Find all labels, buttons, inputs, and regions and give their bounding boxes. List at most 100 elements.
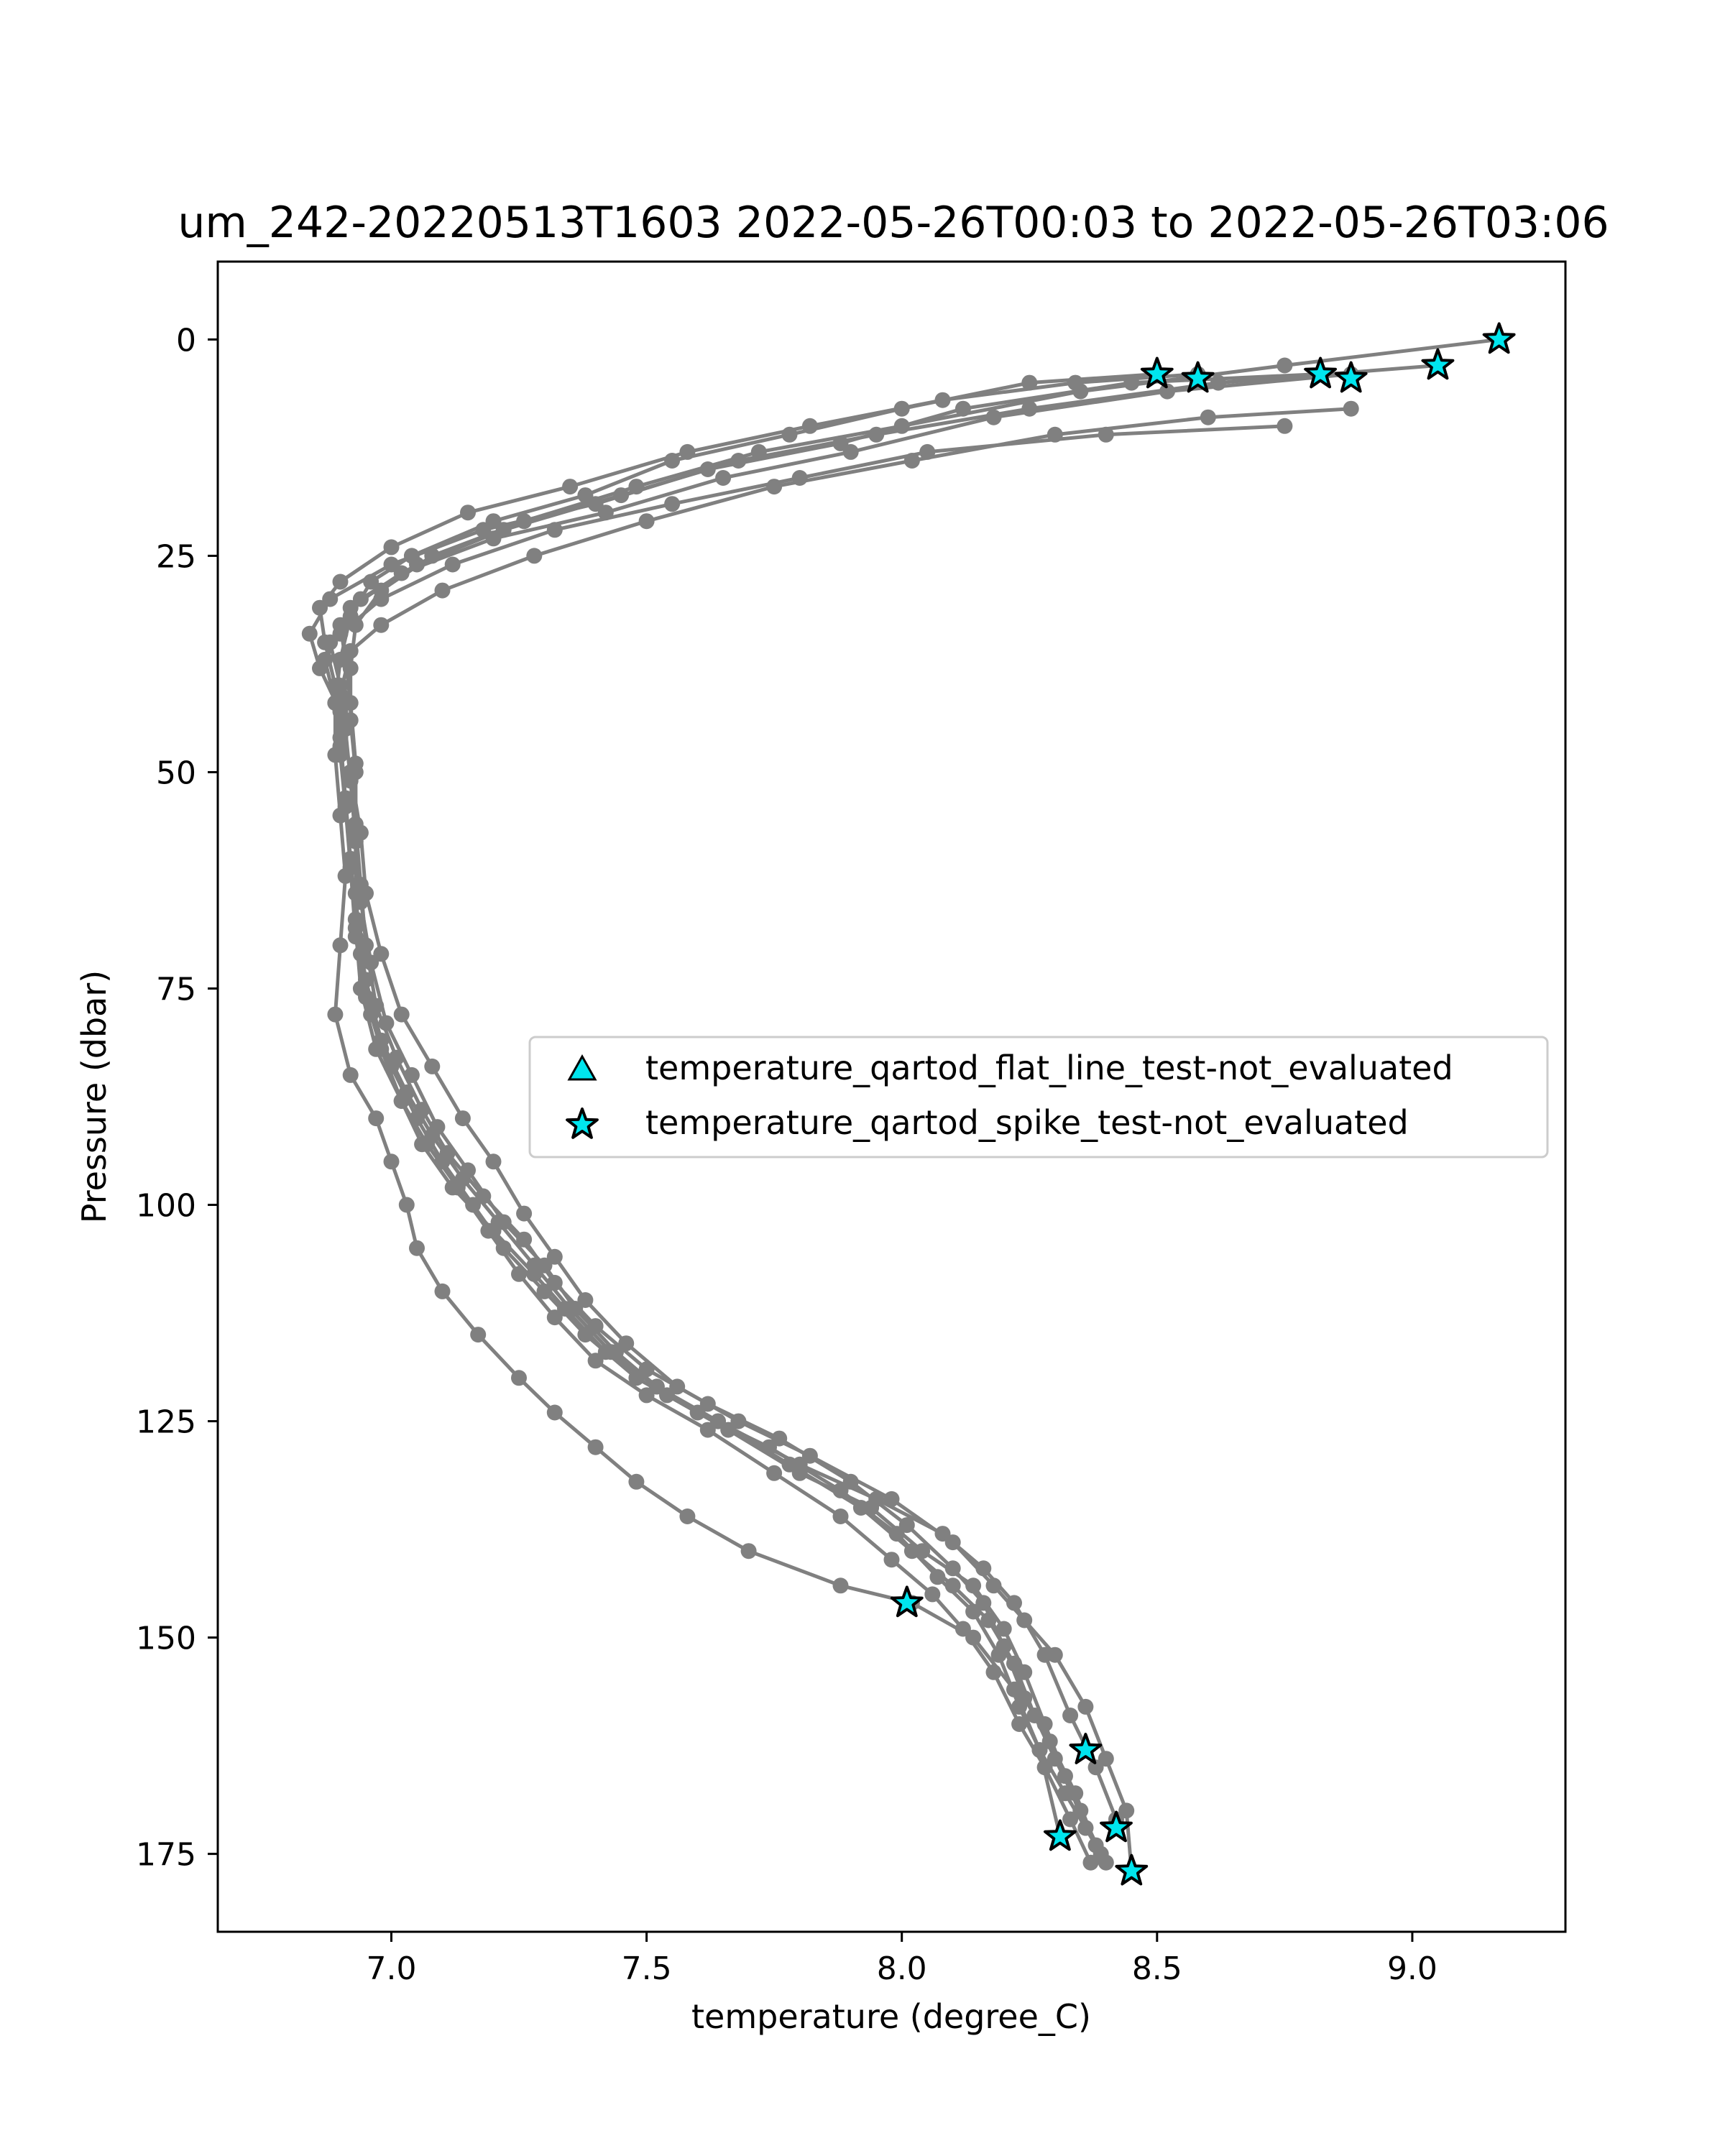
data-point: [1118, 1802, 1135, 1819]
data-point: [444, 556, 461, 573]
data-point: [511, 1266, 527, 1282]
data-point: [740, 1543, 757, 1560]
data-point: [347, 764, 364, 780]
data-point: [985, 1577, 1002, 1594]
data-point: [1210, 374, 1226, 391]
data-point: [526, 1257, 543, 1273]
y-axis-label: Pressure (dbar): [75, 970, 114, 1223]
data-point: [954, 1621, 971, 1637]
data-point: [347, 617, 364, 633]
legend-star-marker: [566, 1107, 599, 1139]
data-point: [1026, 1708, 1043, 1723]
data-point: [434, 1283, 451, 1299]
data-point: [373, 591, 390, 607]
data-point: [944, 1577, 961, 1594]
data-point: [383, 539, 400, 556]
data-point: [934, 392, 951, 408]
data-point: [322, 591, 339, 607]
data-point: [985, 1664, 1002, 1680]
legend-frame: [528, 1036, 1549, 1158]
data-point: [546, 1404, 563, 1421]
data-point: [352, 591, 369, 607]
data-point: [352, 980, 369, 997]
data-point: [628, 479, 645, 495]
data-point: [1062, 1708, 1079, 1723]
spike-test-star-marker: [1044, 1819, 1077, 1851]
spike-test-star-marker: [1304, 356, 1337, 389]
y-tick-label: 125: [136, 1404, 196, 1441]
data-point: [373, 617, 390, 633]
data-point: [368, 1041, 385, 1057]
data-point: [1036, 1759, 1053, 1776]
data-point: [511, 1370, 527, 1386]
y-tick-label: 175: [136, 1837, 196, 1874]
data-point: [516, 513, 533, 530]
data-point: [1276, 357, 1293, 374]
data-point: [1343, 400, 1359, 417]
spike-test-star-marker: [1115, 1853, 1149, 1886]
data-point: [546, 1309, 563, 1326]
legend-star-marker-icon: [566, 1107, 599, 1139]
data-point: [424, 1058, 441, 1074]
data-point: [842, 443, 859, 460]
data-point: [832, 1577, 849, 1594]
data-point: [852, 1500, 869, 1516]
data-point: [1098, 1751, 1114, 1767]
data-point: [791, 470, 808, 486]
legend: temperature_qartod_flat_line_test-not_ev…: [528, 1036, 1549, 1158]
y-tick-label: 100: [136, 1188, 196, 1225]
spike-test-star-marker: [1334, 361, 1368, 393]
spike-test-star-marker: [1069, 1733, 1103, 1764]
data-point: [536, 1283, 553, 1299]
spike-test-star-marker: [890, 1585, 924, 1618]
data-point: [1082, 1854, 1099, 1871]
data-point: [516, 1231, 533, 1248]
data-point: [342, 712, 359, 729]
data-point: [393, 1093, 410, 1109]
data-point: [1011, 1698, 1028, 1715]
data-point: [337, 798, 354, 815]
profile-line: [333, 372, 1157, 1838]
data-point: [546, 522, 563, 538]
y-axis-ticks: 0 25 50 75 100 125 150 175: [136, 322, 218, 1874]
data-point: [347, 824, 364, 841]
data-point: [1046, 1646, 1063, 1663]
y-tick-label: 75: [156, 971, 196, 1008]
legend-label-spike: temperature_qartod_spike_test-not_evalua…: [645, 1103, 1409, 1142]
data-point: [832, 1508, 849, 1524]
data-point: [327, 695, 344, 711]
data-point: [1077, 1698, 1094, 1715]
data-point: [449, 1179, 466, 1196]
spike-test-star-marker: [1181, 361, 1215, 393]
data-point: [602, 1344, 619, 1360]
data-point: [1021, 400, 1038, 417]
data-point: [562, 1301, 579, 1317]
x-tick-label: 8.5: [1132, 1950, 1182, 1987]
data-point: [995, 1621, 1012, 1637]
data-point: [383, 1153, 400, 1170]
x-axis-label: temperature (degree_C): [691, 1997, 1091, 2036]
data-point: [332, 573, 349, 590]
data-point: [1098, 426, 1114, 443]
data-point: [332, 747, 349, 763]
data-point: [1062, 1811, 1079, 1828]
data-point: [893, 418, 910, 434]
data-point: [342, 642, 359, 659]
data-point: [480, 1222, 497, 1239]
data-point: [1016, 1612, 1033, 1628]
x-tick-label: 7.0: [366, 1950, 416, 1987]
data-point: [750, 443, 767, 460]
data-point: [699, 1422, 716, 1438]
spike-test-star-marker: [1100, 1810, 1133, 1843]
data-point: [419, 1136, 436, 1153]
spike-test-star-marker: [1421, 348, 1455, 380]
spike-test-star-marker: [1482, 322, 1516, 354]
data-point: [924, 1586, 941, 1603]
data-point: [638, 1387, 655, 1404]
profile-series-8: [317, 418, 1293, 1871]
data-point: [342, 859, 359, 875]
data-point: [1011, 1716, 1028, 1732]
data-point: [587, 1439, 604, 1455]
